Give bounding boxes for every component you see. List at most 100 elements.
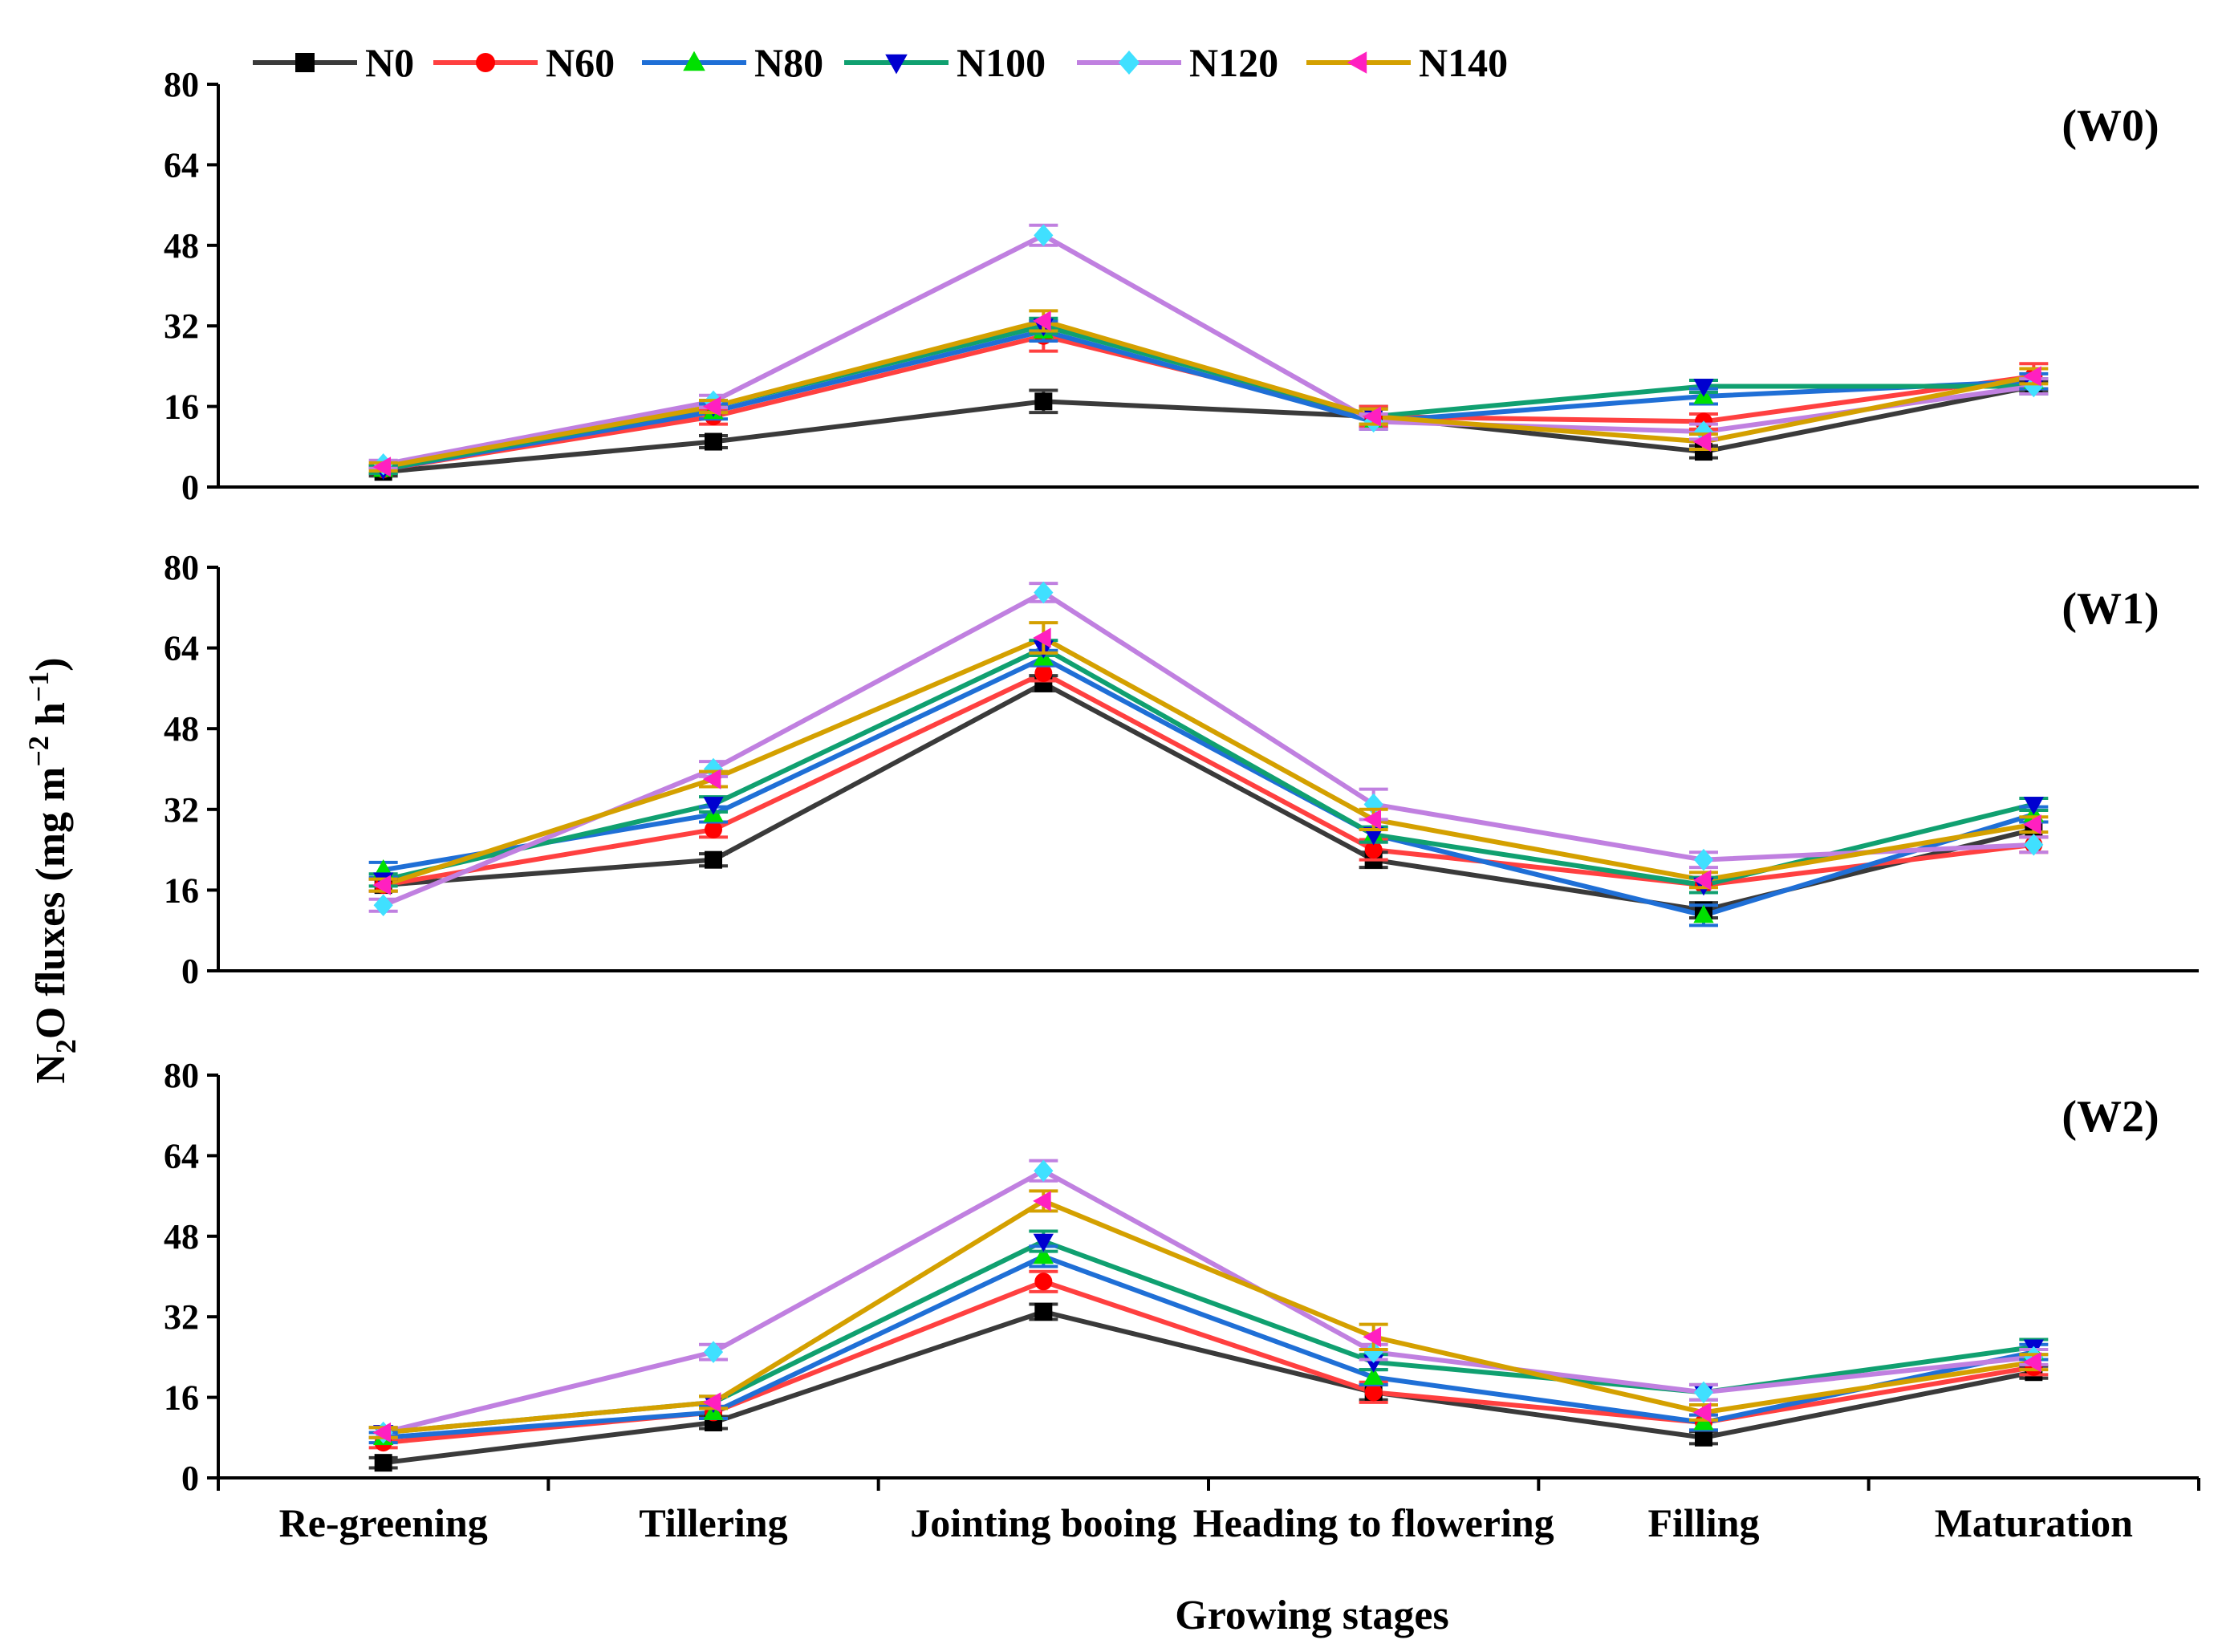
x-tick-label-maturation: Maturation xyxy=(1935,1500,2133,1545)
data-point-n140-heading-to-flowering xyxy=(1363,406,1382,427)
legend-label: N140 xyxy=(1419,40,1508,85)
series-line-n80 xyxy=(383,328,2034,472)
data-point-n140-re-greening xyxy=(372,1422,392,1443)
y-tick-label: 48 xyxy=(164,709,199,749)
y-tick-label: 0 xyxy=(181,952,199,991)
data-point-n140-tillering xyxy=(702,396,721,417)
data-point-n120-maturation xyxy=(2024,834,2044,856)
y-tick-label: 64 xyxy=(164,1136,199,1175)
data-point-n120-jointing-booing xyxy=(1034,581,1054,604)
series-line-n0 xyxy=(383,384,2034,475)
legend-item-n140: N140 xyxy=(1306,40,1508,85)
y-tick-label: 64 xyxy=(164,629,199,668)
legend-item-n100: N100 xyxy=(844,40,1046,85)
legend-label: N120 xyxy=(1189,40,1278,85)
data-point-n120-filling xyxy=(1693,848,1714,871)
y-tick-label: 16 xyxy=(164,871,199,910)
data-point-n0-jointing-booing xyxy=(1034,392,1053,411)
data-point-n140-re-greening xyxy=(372,457,392,477)
x-tick-label-filling: Filling xyxy=(1648,1500,1760,1545)
legend-item-n0: N0 xyxy=(253,40,414,85)
series-line-n120 xyxy=(382,590,2034,908)
x-axis-title: Growing stages xyxy=(1175,1593,1448,1638)
y-tick-label: 80 xyxy=(164,1056,199,1095)
data-point-n120-tillering xyxy=(703,1341,724,1363)
legend: N0 N60 N80 N100 N120 N140 xyxy=(253,40,1508,85)
legend-marker-triangle-left xyxy=(1347,51,1367,74)
y-tick-label: 32 xyxy=(164,790,199,830)
data-point-n0-filling xyxy=(1695,1428,1712,1447)
data-point-n60-tillering xyxy=(705,820,722,838)
series-lines xyxy=(382,590,2035,918)
data-point-n140-jointing-booing xyxy=(1033,311,1051,331)
series-line-n60 xyxy=(383,671,2034,888)
data-point-n60-heading-to-flowering xyxy=(1364,1383,1383,1402)
series-line-n0 xyxy=(383,1309,2034,1466)
series-lines xyxy=(383,233,2034,475)
data-point-n120-re-greening xyxy=(373,894,393,917)
series-line-n80 xyxy=(383,1253,2034,1440)
data-point-n120-jointing-booing xyxy=(1034,224,1054,246)
panel-w0: 0 16 32 48 64 80 (W0) xyxy=(164,65,2199,507)
y-tick-label: 64 xyxy=(164,145,199,185)
data-point-n60-jointing-booing xyxy=(1034,1272,1053,1291)
panel-label: (W1) xyxy=(2062,584,2159,634)
legend-label: N80 xyxy=(754,40,823,85)
data-point-n140-re-greening xyxy=(372,875,392,895)
data-point-n140-maturation xyxy=(2023,366,2041,387)
panel-label: (W2) xyxy=(2062,1092,2159,1142)
legend-marker-diamond xyxy=(1118,51,1140,75)
legend-label: N100 xyxy=(957,40,1046,85)
data-point-n100-filling xyxy=(1693,379,1714,397)
series-line-n140 xyxy=(383,318,2034,469)
y-tick-label: 32 xyxy=(164,1297,199,1337)
data-point-n120-heading-to-flowering xyxy=(1363,1341,1383,1363)
legend-label: N60 xyxy=(546,40,615,85)
data-point-n140-maturation xyxy=(2023,1352,2041,1373)
data-point-n140-filling xyxy=(1692,431,1712,453)
y-tick-label: 0 xyxy=(181,1459,199,1498)
panel-w2: 0 16 32 48 64 80 (W2) xyxy=(164,1056,2199,1498)
series-lines xyxy=(382,1168,2034,1466)
data-point-n140-jointing-booing xyxy=(1033,627,1051,648)
panel-w1: 0 16 32 48 64 80 (W1) xyxy=(164,548,2199,991)
legend-item-n120: N120 xyxy=(1077,40,1278,85)
data-point-n0-jointing-booing xyxy=(1034,1302,1053,1321)
y-tick-label: 80 xyxy=(164,548,199,587)
x-tick-label-tillering: Tillering xyxy=(639,1500,787,1545)
series-markers xyxy=(368,581,2049,927)
data-point-n100-tillering xyxy=(703,797,724,815)
y-tick-label: 48 xyxy=(164,226,199,266)
data-point-n0-re-greening xyxy=(374,1454,392,1472)
y-tick-label: 16 xyxy=(164,1378,199,1418)
data-point-n120-filling xyxy=(1693,1381,1714,1404)
legend-marker-square xyxy=(295,53,315,72)
data-point-n0-tillering xyxy=(705,850,722,869)
series-markers xyxy=(368,1159,2049,1472)
y-tick-label: 0 xyxy=(181,468,199,507)
y-tick-label: 80 xyxy=(164,65,199,104)
data-point-n140-filling xyxy=(1692,870,1712,891)
x-tick-label-heading-to-flowering: Heading to flowering xyxy=(1193,1500,1554,1545)
data-point-n140-heading-to-flowering xyxy=(1363,809,1382,830)
legend-marker-circle xyxy=(476,53,495,72)
data-point-n120-jointing-booing xyxy=(1034,1159,1054,1182)
series-line-n120 xyxy=(383,233,2034,467)
x-tick-label-jointing-booing: Jointing booing xyxy=(910,1500,1176,1545)
series-line-n140 xyxy=(383,1198,2034,1435)
data-point-n140-tillering xyxy=(702,1392,721,1413)
data-point-n60-jointing-booing xyxy=(1034,664,1053,683)
data-point-n100-heading-to-flowering xyxy=(1363,826,1384,846)
series-line-n120 xyxy=(382,1168,2034,1435)
y-tick-label: 32 xyxy=(164,306,199,346)
legend-item-n80: N80 xyxy=(642,40,823,85)
data-point-n140-jointing-booing xyxy=(1033,1191,1051,1212)
legend-item-n60: N60 xyxy=(433,40,615,85)
y-tick-label: 16 xyxy=(164,388,199,427)
data-point-n140-maturation xyxy=(2023,814,2041,835)
x-tick-label-re-greening: Re-greening xyxy=(279,1500,488,1545)
data-point-n140-filling xyxy=(1692,1402,1712,1423)
data-point-n0-tillering xyxy=(705,432,722,451)
panel-label: (W0) xyxy=(2062,101,2159,151)
legend-marker-triangle-up xyxy=(683,51,705,71)
